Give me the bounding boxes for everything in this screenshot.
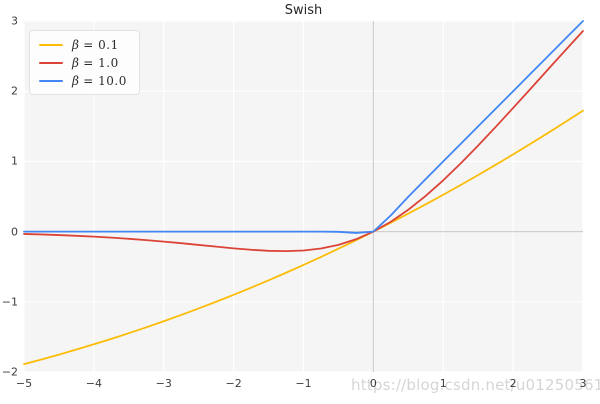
y-tick-label: −1 [1, 295, 18, 309]
legend-label: β = 0.1 [72, 37, 119, 52]
x-tick-label: −3 [155, 377, 172, 390]
legend-label: β = 10.0 [72, 73, 127, 88]
x-tick-label: 0 [369, 377, 377, 390]
legend-row: β = 0.1 [39, 37, 127, 52]
x-tick-label: −1 [295, 377, 312, 390]
x-tick-label: −5 [15, 377, 33, 390]
x-tick-label: −2 [225, 377, 242, 390]
legend-line-swatch [39, 43, 63, 46]
x-tick-label: −4 [85, 377, 102, 390]
legend-line-swatch [39, 61, 63, 64]
y-tick-label: 0 [11, 225, 18, 239]
chart-title: Swish [284, 3, 323, 18]
legend-label: β = 1.0 [72, 55, 119, 70]
legend-row: β = 1.0 [39, 55, 127, 70]
legend: β = 0.1 β = 1.0 β = 10.0 [29, 30, 140, 95]
x-tick-label: 1 [439, 377, 447, 390]
watermark: https://blog.csdn.net/u012505613 [351, 376, 600, 394]
series-line-beta-10 [23, 20, 584, 234]
series-line-beta-0.1 [23, 109, 584, 366]
y-tick-label: 1 [11, 154, 18, 168]
legend-line-swatch [39, 79, 63, 82]
y-tick-label: −2 [1, 365, 18, 379]
x-tick-label: 3 [579, 377, 587, 390]
y-tick-label: 3 [11, 14, 18, 28]
y-tick-label: 2 [11, 84, 18, 98]
series-line-beta-1 [23, 30, 584, 253]
legend-row: β = 10.0 [39, 73, 127, 88]
x-tick-label: 2 [509, 377, 517, 390]
